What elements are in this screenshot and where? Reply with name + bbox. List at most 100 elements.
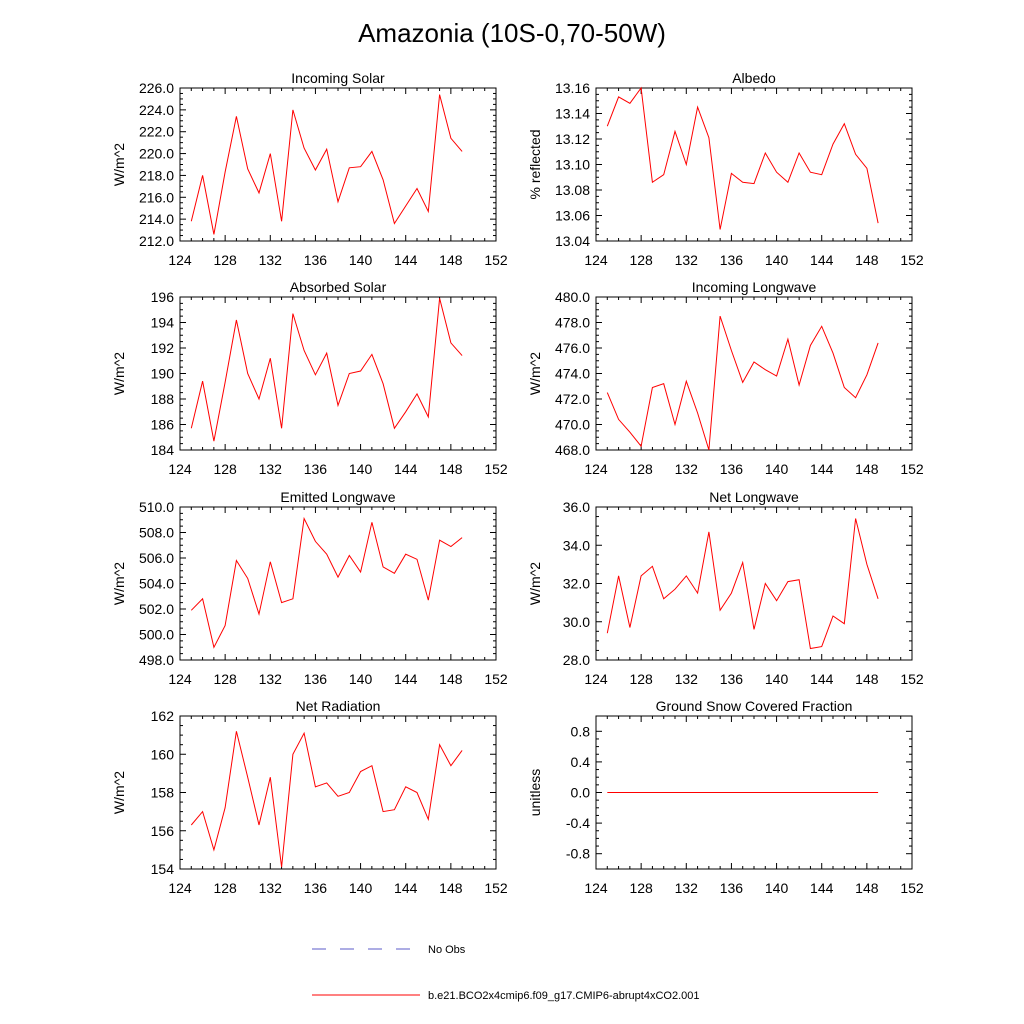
x-tick-label: 132 xyxy=(259,461,283,477)
y-tick-label: 13.14 xyxy=(555,106,590,122)
panel-title: Incoming Longwave xyxy=(692,279,817,295)
x-tick-label: 136 xyxy=(304,461,328,477)
y-tick-label: -0.8 xyxy=(566,846,590,862)
y-tick-label: 474.0 xyxy=(555,366,590,382)
x-tick-label: 140 xyxy=(349,461,373,477)
y-tick-label: 502.0 xyxy=(139,601,174,617)
x-tick-label: 124 xyxy=(168,252,192,268)
y-tick-label: 13.04 xyxy=(555,233,590,249)
x-tick-label: 148 xyxy=(855,461,879,477)
panel-ground-snow-covered-fraction: Ground Snow Covered Fraction unitless -0.8… xyxy=(527,698,924,896)
series-line-model xyxy=(190,298,463,442)
panel-title: Emitted Longwave xyxy=(280,489,395,505)
y-tick-label: 28.0 xyxy=(563,652,590,668)
x-tick-label: 140 xyxy=(349,880,373,896)
x-tick-label: 128 xyxy=(629,880,653,896)
y-tick-label: 220.0 xyxy=(139,146,174,162)
x-tick-label: 144 xyxy=(394,880,418,896)
panel-title: Net Longwave xyxy=(709,489,799,505)
y-tick-label: 13.16 xyxy=(555,80,590,96)
x-tick-label: 140 xyxy=(349,252,373,268)
y-tick-label: 13.10 xyxy=(555,157,590,173)
x-tick-label: 148 xyxy=(439,880,463,896)
y-tick-label: 472.0 xyxy=(555,391,590,407)
x-tick-label: 136 xyxy=(720,671,744,687)
x-tick-label: 148 xyxy=(855,252,879,268)
x-tick-label: 152 xyxy=(900,252,924,268)
x-tick-label: 140 xyxy=(349,671,373,687)
x-tick-label: 136 xyxy=(304,671,328,687)
y-tick-label: 500.0 xyxy=(139,627,174,643)
panel-title: Incoming Solar xyxy=(291,70,385,86)
y-tick-label: 13.12 xyxy=(555,131,590,147)
x-tick-label: 124 xyxy=(168,671,192,687)
panels-grid: Incoming Solar W/m^2 212.0 214.0 216.0 218.0 2… xyxy=(111,70,924,896)
x-tick-label: 124 xyxy=(584,880,608,896)
x-tick-label: 140 xyxy=(765,880,789,896)
y-tick-label: 192 xyxy=(151,340,175,356)
legend-label-no-obs: No Obs xyxy=(428,944,466,956)
x-tick-label: 124 xyxy=(584,671,608,687)
y-tick-label: 30.0 xyxy=(563,614,590,630)
panel-incoming-longwave: Incoming Longwave W/m^2 468.0 470.0 472.0 474… xyxy=(527,279,924,477)
plot-frame xyxy=(595,296,913,451)
panel-absorbed-solar: Absorbed Solar W/m^2 184 186 188 190 192 194 196… xyxy=(111,279,508,477)
x-tick-label: 144 xyxy=(810,252,834,268)
y-axis-label: W/m^2 xyxy=(111,771,127,814)
panel-title: Net Radiation xyxy=(296,698,381,714)
x-tick-label: 136 xyxy=(720,880,744,896)
x-tick-label: 148 xyxy=(855,671,879,687)
y-axis-label: % reflected xyxy=(527,129,543,199)
x-tick-label: 132 xyxy=(259,880,283,896)
y-tick-label: 214.0 xyxy=(139,211,174,227)
x-tick-label: 136 xyxy=(304,252,328,268)
y-tick-label: 0.4 xyxy=(571,754,591,770)
x-tick-label: 152 xyxy=(900,880,924,896)
y-tick-label: 158 xyxy=(151,785,175,801)
panel-title: Albedo xyxy=(732,70,776,86)
y-tick-label: 498.0 xyxy=(139,652,174,668)
y-tick-label: 510.0 xyxy=(139,499,174,515)
y-tick-label: 216.0 xyxy=(139,189,174,205)
main-title: Amazonia (10S-0,70-50W) xyxy=(358,18,666,48)
y-axis-label: W/m^2 xyxy=(527,352,543,395)
y-tick-label: 480.0 xyxy=(555,289,590,305)
y-axis-label: W/m^2 xyxy=(111,143,127,186)
y-tick-label: 0.8 xyxy=(571,723,591,739)
x-tick-label: 144 xyxy=(810,880,834,896)
x-tick-label: 144 xyxy=(394,252,418,268)
x-tick-label: 128 xyxy=(213,671,237,687)
x-tick-label: 152 xyxy=(484,252,508,268)
y-tick-label: 162 xyxy=(151,708,175,724)
x-tick-label: 152 xyxy=(484,880,508,896)
x-tick-label: 128 xyxy=(629,461,653,477)
x-tick-label: 128 xyxy=(213,461,237,477)
x-tick-label: 148 xyxy=(439,461,463,477)
y-tick-label: -0.4 xyxy=(566,815,590,831)
x-tick-label: 124 xyxy=(168,880,192,896)
y-tick-label: 13.06 xyxy=(555,208,590,224)
x-tick-label: 148 xyxy=(439,252,463,268)
y-tick-label: 13.08 xyxy=(555,182,590,198)
series-line-model xyxy=(606,315,879,451)
x-tick-label: 136 xyxy=(304,880,328,896)
y-tick-label: 32.0 xyxy=(563,576,590,592)
y-tick-label: 34.0 xyxy=(563,537,590,553)
x-tick-label: 140 xyxy=(765,252,789,268)
x-tick-label: 128 xyxy=(213,880,237,896)
panel-title: Absorbed Solar xyxy=(290,279,387,295)
x-tick-label: 132 xyxy=(675,671,699,687)
x-tick-label: 132 xyxy=(675,880,699,896)
y-tick-label: 0.0 xyxy=(571,785,591,801)
y-tick-label: 196 xyxy=(151,289,175,305)
panel-net-radiation: Net Radiation W/m^2 154 156 158 160 162 124 128 1… xyxy=(111,698,508,896)
x-tick-label: 144 xyxy=(394,461,418,477)
x-tick-label: 152 xyxy=(900,461,924,477)
y-tick-label: 224.0 xyxy=(139,102,174,118)
y-axis-label: unitless xyxy=(527,769,543,816)
plot-frame xyxy=(179,87,497,242)
plot-frame xyxy=(595,506,913,661)
y-tick-label: 184 xyxy=(151,442,175,458)
y-axis-label: W/m^2 xyxy=(111,562,127,605)
x-tick-label: 132 xyxy=(259,671,283,687)
